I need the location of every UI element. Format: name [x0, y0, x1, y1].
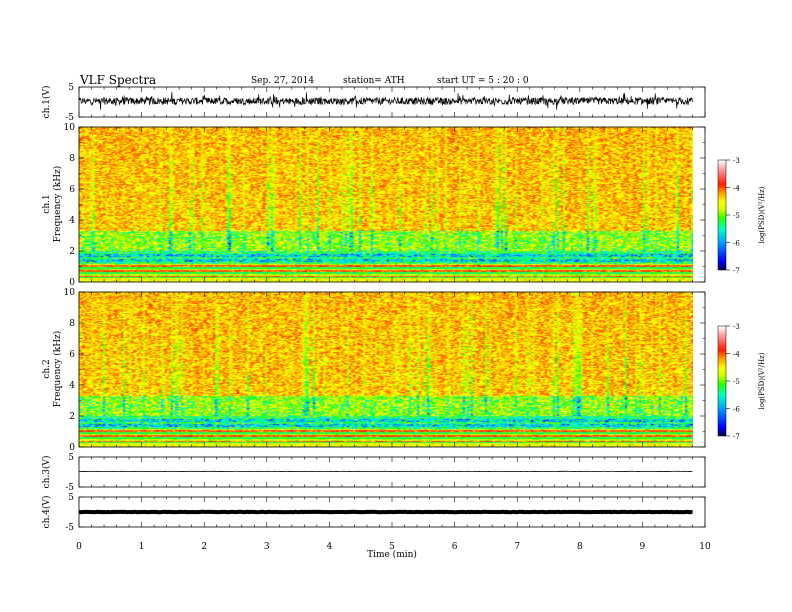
frequency-tick-label: 2: [69, 412, 75, 422]
ch2-colorbar-ticks: -3 -4 -5 -6 -7: [726, 323, 740, 441]
ch2-spectrogram-ticks: 0 2 4 6 8 10: [64, 288, 706, 453]
ch1-spectrogram-ticks: 0 2 4 6 8 10: [64, 123, 706, 288]
time-axis-label: Time (min): [367, 549, 417, 560]
voltage-signal-line: [78, 91, 693, 110]
time-tick-label: 2: [201, 542, 207, 552]
frequency-tick-label: 6: [69, 350, 75, 360]
colorbar-tick-label: -7: [733, 267, 740, 275]
ch1-colorbar-label: log(PSD)(V²/Hz): [758, 186, 766, 243]
frequency-tick-label: 0: [69, 278, 75, 288]
colorbar-tick-label: -4: [733, 351, 740, 359]
time-tick-label: 5: [389, 542, 395, 552]
station-label: station= ATH: [343, 76, 405, 86]
ch3-voltage-ticks: -5 5: [65, 453, 706, 493]
time-tick-label: 6: [452, 542, 458, 552]
frequency-tick-label: 4: [69, 381, 75, 391]
colorbar-tick-label: -5: [733, 212, 740, 220]
ch4-voltage-ticks: -5 5: [65, 493, 706, 533]
time-tick-label: 10: [699, 542, 711, 552]
colorbar-tick-label: -3: [733, 157, 740, 165]
y-tick-label: -5: [65, 113, 74, 123]
frequency-tick-label: 0: [69, 443, 75, 453]
ch3-voltage-ylabel: ch.3(V): [41, 456, 52, 489]
ch2-colorbar-label: log(PSD)(V²/Hz): [758, 352, 766, 409]
colorbar-tick-label: -4: [733, 185, 740, 193]
ch2-colorbar: [717, 325, 727, 437]
frequency-tick-label: 4: [69, 216, 75, 226]
figure-title: VLF Spectra: [79, 73, 156, 87]
frequency-tick-label: 10: [64, 288, 76, 298]
time-tick-label: 8: [577, 542, 583, 552]
ch2-spectrogram-channel-label: ch.2: [42, 359, 52, 378]
frequency-tick-label: 2: [69, 247, 75, 257]
y-tick-label: 5: [68, 83, 74, 93]
y-tick-label: 5: [68, 453, 74, 463]
y-tick-label: -5: [65, 523, 74, 533]
colorbar-tick-label: -6: [733, 406, 740, 414]
frequency-tick-label: 10: [64, 123, 76, 133]
ch1-spectrogram-channel-label: ch.1: [42, 194, 52, 213]
ch2-spectrogram-image: [79, 292, 693, 447]
start-time-label: start UT = 5 : 20 : 0: [437, 76, 529, 86]
ch1-colorbar-ticks: -3 -4 -5 -6 -7: [726, 157, 740, 275]
colorbar-tick-label: -7: [733, 433, 740, 441]
time-tick-label: 1: [139, 542, 145, 552]
y-tick-label: 5: [68, 493, 74, 503]
frequency-tick-label: 6: [69, 185, 75, 195]
time-tick-label: 4: [327, 542, 333, 552]
colorbar-tick-label: -3: [733, 323, 740, 331]
colorbar-tick-label: -6: [733, 240, 740, 248]
frequency-tick-label: 8: [69, 319, 75, 329]
ch1-spectrogram-image: [79, 127, 693, 282]
ch3-voltage-panel: -5 5 ch.3(V): [41, 453, 706, 493]
ch1-voltage-trace: [78, 91, 693, 110]
frequency-tick-label: 8: [69, 154, 75, 164]
ch2-spectrogram-ylabel: Frequency (kHz): [52, 331, 63, 408]
ch1-voltage-panel: -5 5 ch.1(V): [41, 83, 706, 123]
ch4-voltage-panel: -5 5 ch.4(V): [41, 493, 706, 533]
y-tick-label: -5: [65, 483, 74, 493]
time-axis-tick-labels: 0 1 2 3 4 5 6 7 8 9 10: [76, 542, 711, 552]
colorbar-tick-label: -5: [733, 378, 740, 386]
ch1-spectrogram-ylabel: Frequency (kHz): [52, 166, 63, 243]
time-tick-label: 0: [76, 542, 82, 552]
ch4-voltage-ylabel: ch.4(V): [41, 496, 52, 529]
ch1-colorbar: [717, 159, 727, 271]
time-tick-label: 7: [514, 542, 520, 552]
date-label: Sep. 27, 2014: [251, 76, 314, 86]
ch1-voltage-ticks: -5 5: [65, 83, 706, 123]
time-tick-label: 9: [640, 542, 646, 552]
ch1-voltage-ylabel: ch.1(V): [41, 86, 52, 119]
time-tick-label: 3: [264, 542, 270, 552]
